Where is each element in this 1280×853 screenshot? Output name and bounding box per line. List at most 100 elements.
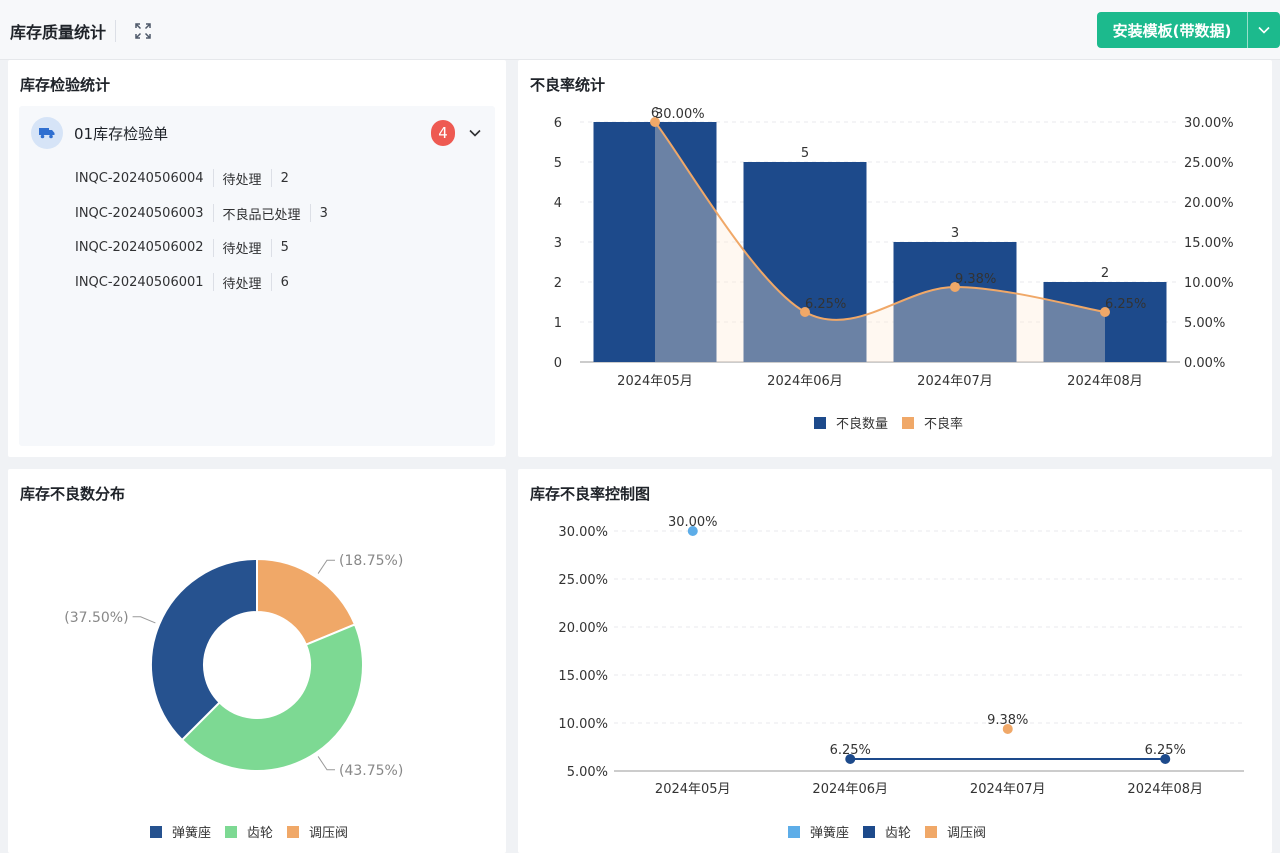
pie-slice [180,623,364,772]
rate-point [950,281,960,292]
title-divider [115,20,116,42]
legend-swatch [814,416,826,429]
bar-value-label: 2 [1101,266,1109,281]
control-point [687,526,698,536]
y-right-tick-label: 10.00% [1184,276,1234,291]
inspection-code: INQC-20240506002 [75,240,204,256]
control-chart: 5.00% 10.00% 15.00% 20.00% 25.00% 30.00% 2024年… [558,515,1244,797]
bar [1043,282,1167,362]
rate-value-label: 30.00% [655,107,705,122]
defect-rate-chart: 0 1 2 3 4 5 6 0.00% 5.00% 10.00% 15.00% 20.00% 25.00… [554,106,1234,389]
slice-label: (18.75%) [339,553,403,569]
distribution-legend: 弹簧座 齿轮 调压阀 [150,822,362,841]
pie-slice [150,557,258,742]
y-left-tick-label: 0 [554,356,562,371]
install-button-divider [1247,12,1248,48]
control-point [845,754,856,764]
legend-item-gear[interactable]: 齿轮 [225,822,273,841]
y-tick-label: 20.00% [558,621,608,636]
x-tick-label: 2024年05月 [655,782,731,797]
y-left-tick-label: 3 [554,236,562,251]
slice-label-line [132,616,156,624]
y-right-tick-label: 5.00% [1184,316,1225,331]
x-tick-label: 2024年06月 [767,374,843,389]
defect-rate-legend: 不良数量 不良率 [814,413,977,432]
inspection-title: 库存检验统计 [20,76,111,94]
cell-divider [309,204,311,223]
y-right-tick-label: 25.00% [1184,156,1234,171]
control-legend: 弹簧座 齿轮 调压阀 [788,822,1000,841]
y-left-tick-label: 2 [554,276,562,291]
rate-value-label: 6.25% [805,297,846,312]
legend-item-spring-seat[interactable]: 弹簧座 [150,822,211,841]
bar-value-label: 5 [801,146,809,161]
chevron-down-icon[interactable] [1248,12,1280,48]
cell-divider [212,238,214,257]
inspection-status: 待处理 [222,242,262,258]
x-tick-label: 2024年06月 [812,782,888,797]
cell-divider [212,273,214,292]
inspection-code: INQC-20240506004 [75,170,204,186]
y-left-tick-label: 5 [554,156,562,171]
slice-label: (37.50%) [64,610,128,626]
rate-value-label: 6.25% [1105,297,1146,312]
distribution-title: 库存不良数分布 [20,485,126,503]
top-bar: 库存质量统计 安装模板(带数据) [0,0,1280,60]
inspection-row[interactable]: INQC-20240506003 不良品已处理 3 [75,196,328,231]
inspection-status: 不良品已处理 [222,207,301,223]
inspection-qty: 2 [280,170,289,186]
inspection-status: 待处理 [222,276,262,292]
legend-label: 弹簧座 [172,826,212,841]
inspection-row[interactable]: INQC-20240506001 待处理 6 [75,265,328,300]
bar-value-label: 3 [951,226,959,241]
control-point [1160,754,1171,764]
y-right-tick-label: 20.00% [1184,196,1234,211]
legend-swatch [863,825,876,838]
inspection-code: INQC-20240506001 [75,274,204,290]
control-card: 库存不良率控制图 5.00% 10.00% 15.00% 20.00% 25.00% 30… [518,469,1272,853]
inspection-qty: 5 [280,240,289,256]
x-tick-label: 2024年08月 [1127,782,1203,797]
truck-icon [31,117,63,149]
legend-swatch [925,825,938,838]
rate-point [800,307,810,317]
legend-label: 调压阀 [947,826,987,841]
page-title: 库存质量统计 [10,23,107,42]
distribution-chart: (18.75%) (43.75%) (37.50%) [64,553,403,779]
y-right-tick-label: 30.00% [1184,116,1234,131]
legend-item-valve[interactable]: 调压阀 [925,822,986,841]
x-tick-label: 2024年07月 [917,374,993,389]
legend-item-valve[interactable]: 调压阀 [287,822,348,841]
slice-label: (43.75%) [339,763,403,779]
bar [893,242,1017,362]
bar [743,162,867,362]
legend-label: 不良率 [924,417,964,432]
slice-label-line [317,559,336,574]
inspection-group-label: 01库存检验单 [74,125,169,143]
control-title: 库存不良率控制图 [530,485,651,503]
cell-divider [212,204,214,223]
legend-swatch [788,825,800,838]
legend-item-defect-rate[interactable]: 不良率 [902,413,963,432]
control-value-label: 6.25% [830,743,871,758]
install-template-button[interactable]: 安装模板(带数据) [1097,12,1280,48]
legend-item-defect-count[interactable]: 不良数量 [814,413,888,432]
x-tick-label: 2024年07月 [970,782,1046,797]
inspection-group: 01库存检验单 4 INQC-20240506004 待处理 2 INQC-20… [19,106,495,446]
install-template-label: 安装模板(带数据) [1112,21,1232,40]
legend-item-gear[interactable]: 齿轮 [863,822,911,841]
control-value-label: 30.00% [668,515,718,530]
control-point [1002,723,1013,734]
chevron-down-icon[interactable] [465,123,485,143]
inspection-row[interactable]: INQC-20240506004 待处理 2 [75,161,328,196]
slice-label-line [317,756,336,771]
legend-swatch [225,825,238,838]
expand-icon[interactable] [134,22,152,40]
legend-item-spring-seat[interactable]: 弹簧座 [788,822,849,841]
count-badge: 4 [431,120,455,146]
distribution-card: 库存不良数分布 (18.75%) (43.75%) (37.50%) 弹簧座 齿轮 … [8,469,506,853]
defect-rate-title: 不良率统计 [530,76,606,94]
inspection-row[interactable]: INQC-20240506002 待处理 5 [75,230,328,265]
cell-divider [270,273,272,292]
bar-value-label: 6 [651,106,659,121]
